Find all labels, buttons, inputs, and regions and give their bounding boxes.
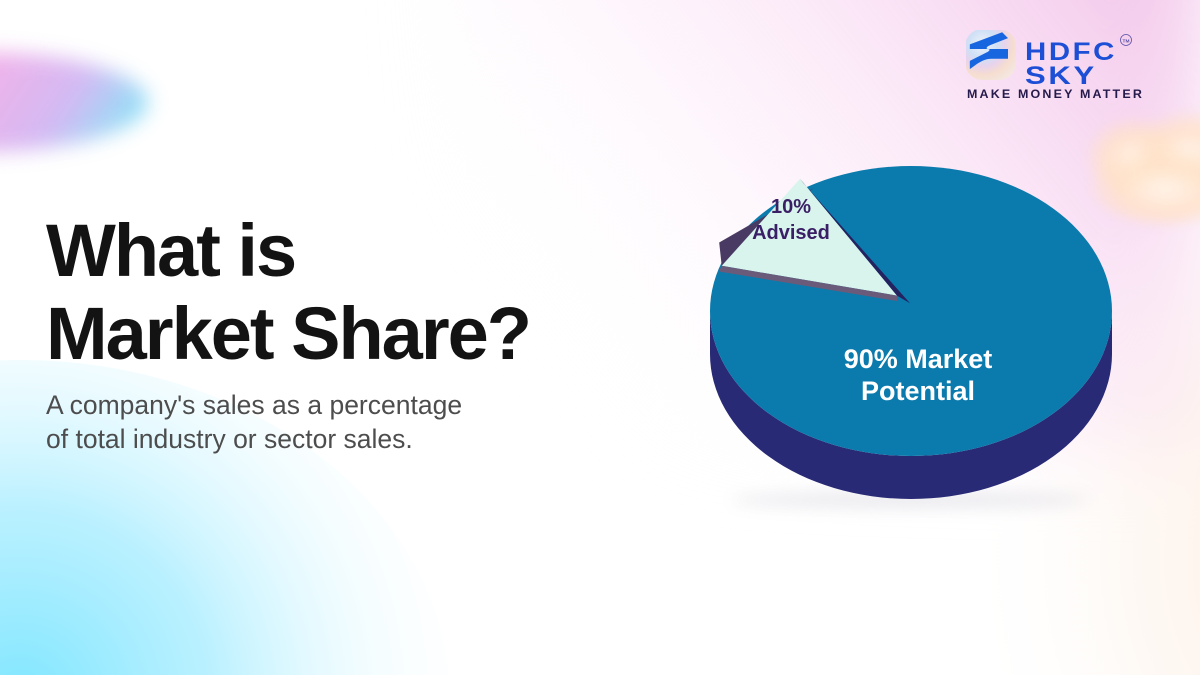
svg-text:Advised: Advised — [752, 222, 830, 244]
svg-text:90% Market: 90% Market — [844, 344, 993, 374]
svg-text:Potential: Potential — [861, 376, 975, 406]
svg-text:10%: 10% — [771, 196, 811, 218]
